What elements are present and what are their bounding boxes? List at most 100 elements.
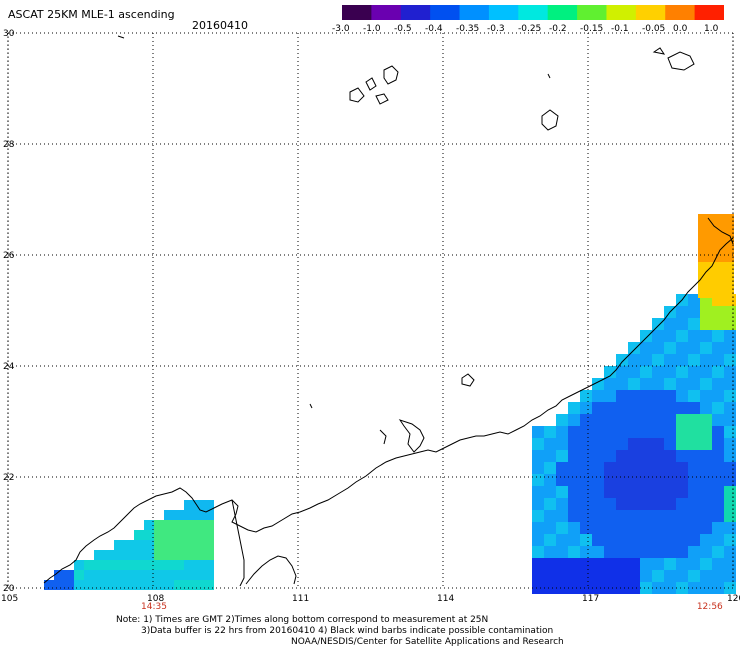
data-cell — [676, 534, 688, 546]
data-cell — [640, 414, 652, 426]
data-cell — [676, 474, 688, 486]
data-cell — [652, 558, 664, 570]
data-cell — [604, 438, 616, 450]
data-cell — [640, 510, 652, 522]
data-cell — [532, 426, 544, 438]
data-cell — [640, 462, 652, 474]
data-cell — [114, 550, 124, 560]
data-cell — [194, 530, 204, 540]
data-cell — [688, 414, 700, 426]
note-line-2: 3)Data buffer is 22 hrs from 20160410 4)… — [141, 626, 554, 636]
data-cell — [532, 462, 544, 474]
data-cell — [154, 540, 164, 550]
data-cell — [154, 570, 164, 580]
data-cell — [556, 414, 568, 426]
data-cell — [556, 498, 568, 510]
data-cell — [592, 510, 604, 522]
data-cell — [616, 390, 628, 402]
data-cell — [640, 474, 652, 486]
data-cell — [688, 570, 700, 582]
data-cell — [184, 530, 194, 540]
data-cell — [568, 426, 580, 438]
data-cell — [640, 426, 652, 438]
data-cell — [604, 402, 616, 414]
data-cell — [676, 498, 688, 510]
data-cell — [652, 378, 664, 390]
data-cell — [724, 522, 736, 534]
data-cell — [712, 306, 724, 318]
data-cell — [556, 558, 568, 570]
data-cell — [722, 214, 734, 226]
data-cell — [604, 450, 616, 462]
data-cell — [604, 510, 616, 522]
data-cell — [568, 414, 580, 426]
data-cell — [74, 570, 84, 580]
data-cell — [544, 462, 556, 474]
data-cell — [174, 540, 184, 550]
colorbar-segment — [635, 5, 666, 20]
data-cell — [628, 534, 640, 546]
data-cell — [700, 486, 712, 498]
data-cell — [604, 558, 616, 570]
data-cell — [628, 426, 640, 438]
lat-label: 28 — [3, 140, 15, 150]
data-cell — [616, 570, 628, 582]
data-cell — [154, 530, 164, 540]
data-cell — [640, 378, 652, 390]
data-cell — [580, 498, 592, 510]
data-cell — [710, 274, 722, 286]
data-cell — [164, 520, 174, 530]
data-cell — [154, 580, 164, 590]
data-cell — [164, 580, 174, 590]
data-cell — [628, 378, 640, 390]
data-cell — [124, 540, 134, 550]
data-cell — [710, 214, 722, 226]
data-cell — [74, 560, 84, 570]
lat-label: 20 — [3, 584, 15, 594]
data-cell — [712, 342, 724, 354]
data-cell — [710, 262, 722, 274]
data-cell — [712, 582, 724, 594]
data-cell — [700, 534, 712, 546]
north-islands-6 — [547, 73, 551, 79]
data-cell — [724, 498, 736, 510]
data-cell — [664, 318, 676, 330]
data-cell — [700, 366, 712, 378]
data-cell — [532, 546, 544, 558]
data-cell — [700, 318, 712, 330]
data-cell — [688, 474, 700, 486]
data-cell — [580, 426, 592, 438]
latitude-labels: 20 22 24 26 28 30 — [3, 29, 15, 594]
data-cell — [532, 534, 544, 546]
data-cell — [676, 414, 688, 426]
data-cell — [628, 582, 640, 594]
data-cell — [592, 402, 604, 414]
data-cell — [532, 510, 544, 522]
data-cell — [44, 580, 54, 590]
data-cell — [688, 354, 700, 366]
data-cell — [698, 214, 710, 226]
data-cell — [724, 582, 736, 594]
data-cell — [194, 510, 204, 520]
lat-label: 30 — [3, 29, 15, 39]
data-cell — [544, 546, 556, 558]
data-cell — [640, 498, 652, 510]
data-cell — [592, 450, 604, 462]
data-cell — [134, 560, 144, 570]
data-cell — [532, 438, 544, 450]
data-cell — [676, 402, 688, 414]
colorbar-segment — [400, 5, 431, 20]
penghu-islands — [461, 373, 475, 387]
data-cell — [580, 390, 592, 402]
data-cell — [592, 438, 604, 450]
data-cell — [628, 474, 640, 486]
north-islands-4 — [375, 93, 389, 105]
data-cell — [604, 390, 616, 402]
data-cell — [664, 378, 676, 390]
lon-label: 117 — [582, 594, 599, 604]
data-cell — [652, 522, 664, 534]
data-cell — [724, 366, 736, 378]
map-plot: 20 22 24 26 28 30 105 108 111 114 117 120 14:35 12:… — [1, 29, 740, 612]
data-cell — [124, 580, 134, 590]
data-cell — [710, 226, 722, 238]
